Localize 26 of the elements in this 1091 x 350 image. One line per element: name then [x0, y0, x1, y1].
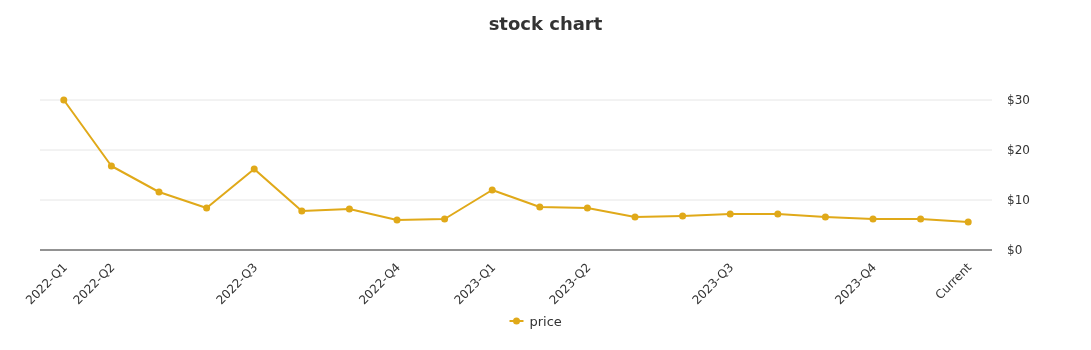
chart-title: stock chart	[488, 13, 603, 34]
point	[917, 215, 925, 223]
point	[393, 216, 401, 224]
point	[536, 203, 544, 211]
y-tick-label: $20	[1007, 143, 1030, 158]
point	[774, 210, 782, 218]
y-tick-label: $30	[1007, 93, 1030, 108]
point	[488, 186, 496, 194]
point	[631, 213, 639, 221]
y-tick-label: $0	[1007, 243, 1023, 258]
point	[679, 212, 687, 220]
legend-label: price	[529, 313, 562, 329]
point	[726, 210, 734, 218]
point	[155, 188, 163, 196]
point	[107, 162, 115, 170]
point	[250, 165, 258, 173]
point	[60, 96, 68, 104]
point	[203, 204, 211, 212]
point	[441, 215, 449, 223]
point	[583, 204, 591, 212]
y-tick-label: $10	[1007, 193, 1030, 208]
point	[345, 205, 353, 213]
point	[821, 213, 829, 221]
point	[964, 218, 972, 226]
point	[869, 215, 877, 223]
point	[298, 207, 306, 215]
